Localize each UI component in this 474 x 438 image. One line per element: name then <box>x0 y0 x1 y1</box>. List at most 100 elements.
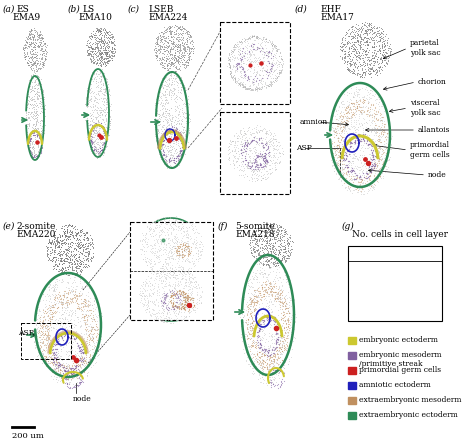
Point <box>244 159 252 166</box>
Point <box>49 254 57 261</box>
Point <box>247 131 255 138</box>
Point <box>170 226 177 233</box>
Point <box>65 301 73 308</box>
Point <box>145 258 152 265</box>
Point <box>238 136 246 143</box>
Point <box>54 284 61 291</box>
Point <box>182 297 189 304</box>
Point <box>33 138 41 145</box>
Point <box>54 338 61 345</box>
Point <box>354 53 361 60</box>
Point <box>188 275 196 282</box>
Point <box>248 57 256 64</box>
Point <box>37 117 45 124</box>
Point <box>181 296 189 303</box>
Point <box>255 322 262 329</box>
Point <box>375 157 383 164</box>
Point <box>256 292 264 299</box>
Point <box>68 358 76 365</box>
Point <box>159 62 167 69</box>
Point <box>247 328 255 335</box>
Point <box>249 328 256 335</box>
Point <box>353 104 360 111</box>
Point <box>62 350 70 357</box>
Point <box>356 163 364 170</box>
Point <box>76 355 83 362</box>
Point <box>360 186 367 193</box>
Point <box>335 152 343 159</box>
Point <box>138 283 146 290</box>
Point <box>364 177 371 184</box>
Text: visceral
yolk sac: visceral yolk sac <box>410 99 441 117</box>
Point <box>76 261 83 268</box>
Point <box>66 366 74 373</box>
Point <box>386 51 394 58</box>
Point <box>47 240 55 247</box>
Point <box>276 293 284 300</box>
Point <box>175 93 183 100</box>
Point <box>358 110 365 117</box>
Point <box>167 23 175 30</box>
Point <box>88 345 96 352</box>
Point <box>246 35 253 42</box>
Point <box>90 297 98 304</box>
Point <box>85 338 92 345</box>
Point <box>23 60 30 67</box>
Point <box>264 276 272 283</box>
Point <box>267 40 275 47</box>
Point <box>172 72 180 79</box>
Point <box>26 79 34 86</box>
Point <box>356 172 364 179</box>
Point <box>160 81 167 88</box>
Point <box>341 32 349 39</box>
Point <box>97 144 104 151</box>
Point <box>100 55 108 62</box>
Point <box>76 318 83 325</box>
Point <box>239 157 246 164</box>
Point <box>278 310 285 317</box>
Point <box>354 36 361 43</box>
Point <box>96 73 104 80</box>
Point <box>272 296 279 303</box>
Point <box>152 136 160 143</box>
Point <box>254 247 261 254</box>
Point <box>192 226 200 233</box>
Point <box>84 363 92 370</box>
Point <box>178 270 185 277</box>
Point <box>42 343 50 350</box>
Point <box>100 126 107 133</box>
Point <box>337 160 344 167</box>
Point <box>57 332 65 339</box>
Point <box>90 353 98 360</box>
Point <box>90 314 97 321</box>
Point <box>376 170 383 177</box>
Point <box>57 224 65 231</box>
Point <box>30 50 37 57</box>
Point <box>88 332 96 339</box>
Point <box>271 238 278 245</box>
Point <box>82 255 90 262</box>
Point <box>32 53 39 60</box>
Point <box>168 291 175 298</box>
Point <box>266 235 274 242</box>
Point <box>365 112 373 119</box>
Point <box>24 45 31 52</box>
Point <box>355 179 362 186</box>
Point <box>279 308 286 315</box>
Point <box>186 269 193 276</box>
Point <box>92 140 100 147</box>
Point <box>376 45 384 52</box>
Point <box>228 72 235 79</box>
Point <box>329 153 337 160</box>
Point <box>284 330 292 337</box>
Point <box>100 35 107 42</box>
Point <box>228 67 235 74</box>
Point <box>168 59 176 66</box>
Point <box>258 64 265 71</box>
Point <box>174 25 182 32</box>
Point <box>197 292 205 299</box>
Point <box>246 146 253 153</box>
Point <box>245 335 252 342</box>
Point <box>345 148 353 155</box>
Point <box>337 124 344 131</box>
